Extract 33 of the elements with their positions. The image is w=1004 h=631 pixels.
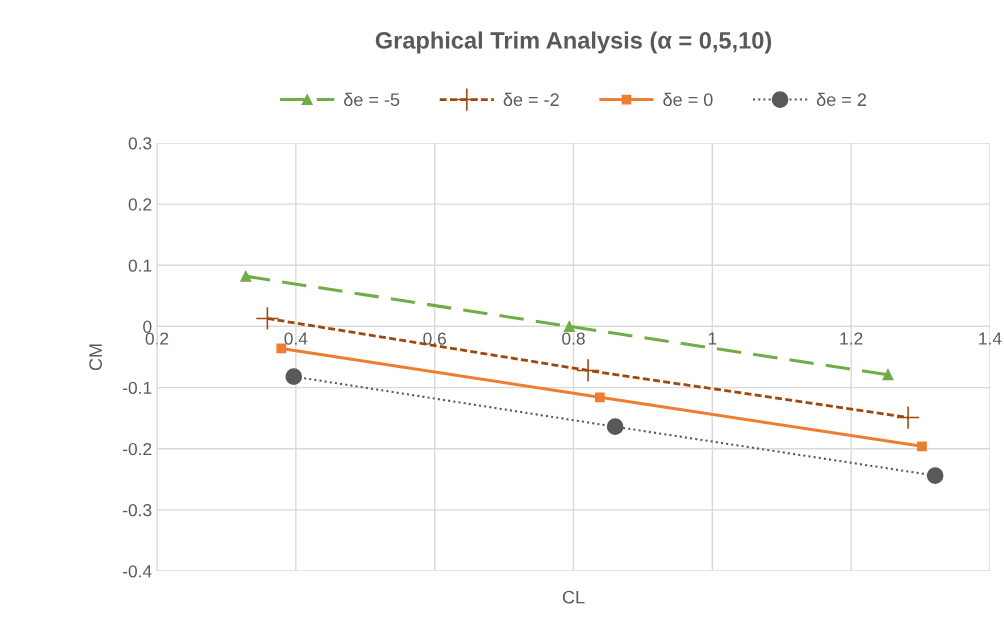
y-tick-label: -0.4 (123, 565, 152, 578)
x-tick-label: 0.6 (423, 332, 446, 345)
y-tick-label: -0.2 (123, 442, 152, 456)
point (563, 320, 575, 332)
x-tick-label: 0.2 (145, 332, 169, 345)
point (240, 270, 252, 282)
point (882, 369, 894, 381)
point (576, 359, 600, 382)
point (926, 467, 944, 484)
y-axis-title: CM (89, 344, 102, 371)
point (606, 418, 624, 436)
legend-label: δe = 2 (816, 92, 866, 107)
point (595, 392, 605, 403)
legend-label: δe = -2 (503, 92, 559, 107)
chart-title: Graphical Trim Analysis (α = 0,5,10) (375, 31, 772, 54)
legend-label: δe = 0 (663, 92, 713, 107)
x-tick-label: 0.4 (284, 332, 308, 345)
y-tick-label: 0 (143, 320, 152, 333)
point (917, 441, 927, 452)
x-axis-title: CL (562, 590, 585, 604)
point (285, 368, 303, 385)
legend-label: δe = -5 (344, 92, 400, 107)
x-tick-label: 1 (708, 332, 717, 345)
y-tick-label: 0.3 (128, 137, 152, 150)
point (276, 343, 287, 354)
y-tick-label: -0.1 (123, 381, 152, 395)
x-tick-label: 1.4 (979, 332, 1002, 345)
y-tick-label: 0.2 (128, 198, 152, 211)
y-tick-label: -0.3 (123, 504, 152, 517)
point (896, 406, 920, 429)
x-tick-label: 0.8 (562, 332, 585, 345)
y-tick-label: 0.1 (128, 259, 152, 272)
x-tick-label: 1.2 (840, 332, 863, 345)
